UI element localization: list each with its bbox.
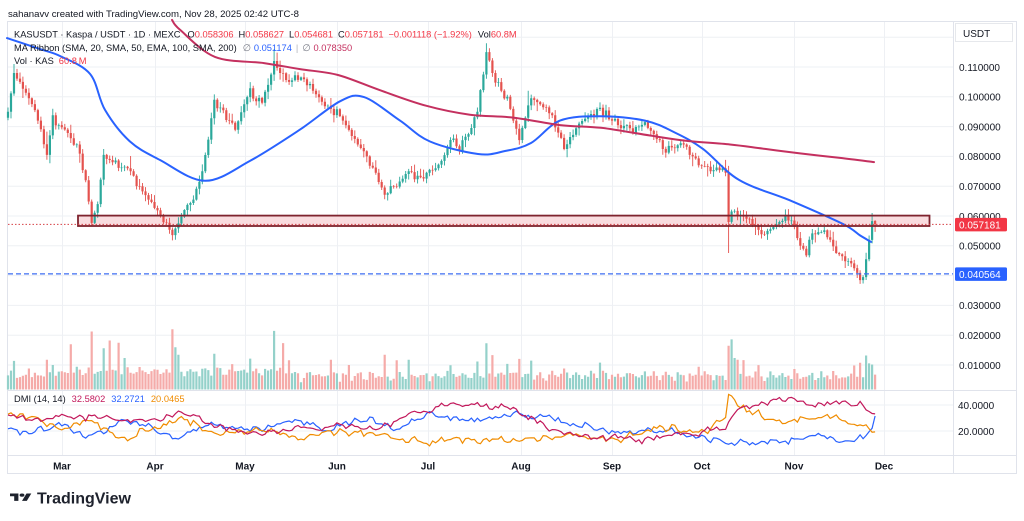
svg-text:TradingView: TradingView bbox=[37, 491, 132, 508]
svg-text:Jun: Jun bbox=[328, 462, 346, 473]
svg-text:0.030000: 0.030000 bbox=[959, 301, 1001, 312]
svg-text:Apr: Apr bbox=[146, 462, 163, 473]
svg-text:0.020000: 0.020000 bbox=[959, 331, 1001, 342]
svg-text:Aug: Aug bbox=[511, 462, 530, 473]
svg-text:0.110000: 0.110000 bbox=[959, 63, 1000, 74]
svg-text:0.010000: 0.010000 bbox=[959, 361, 1001, 372]
svg-text:Jul: Jul bbox=[421, 462, 436, 473]
svg-text:0.057181: 0.057181 bbox=[959, 220, 1001, 231]
svg-text:MA Ribbon (SMA, 20, SMA, 50, E: MA Ribbon (SMA, 20, SMA, 50, EMA, 100, S… bbox=[14, 43, 352, 53]
svg-text:0.060000: 0.060000 bbox=[959, 212, 1001, 223]
svg-text:sahanavv created with TradingV: sahanavv created with TradingView.com, N… bbox=[8, 9, 299, 20]
svg-text:May: May bbox=[235, 462, 255, 473]
svg-text:Sep: Sep bbox=[603, 462, 621, 473]
svg-text:20.0000: 20.0000 bbox=[958, 427, 995, 438]
svg-text:Oct: Oct bbox=[694, 462, 711, 473]
svg-text:USDT: USDT bbox=[963, 29, 990, 40]
svg-text:0.070000: 0.070000 bbox=[959, 182, 1001, 193]
svg-text:KASUSDT · Kaspa / USDT · 1D ·: KASUSDT · Kaspa / USDT · 1D · MEXC O0.058… bbox=[14, 29, 517, 39]
svg-text:Mar: Mar bbox=[53, 462, 71, 473]
svg-text:0.080000: 0.080000 bbox=[959, 152, 1001, 163]
svg-text:0.090000: 0.090000 bbox=[959, 122, 1001, 133]
svg-text:0.100000: 0.100000 bbox=[959, 93, 1001, 104]
svg-text:0.050000: 0.050000 bbox=[959, 242, 1001, 253]
svg-text:0.040564: 0.040564 bbox=[959, 270, 1001, 281]
svg-text:Dec: Dec bbox=[875, 462, 894, 473]
svg-text:Nov: Nov bbox=[785, 462, 804, 473]
svg-text:40.0000: 40.0000 bbox=[958, 401, 995, 412]
